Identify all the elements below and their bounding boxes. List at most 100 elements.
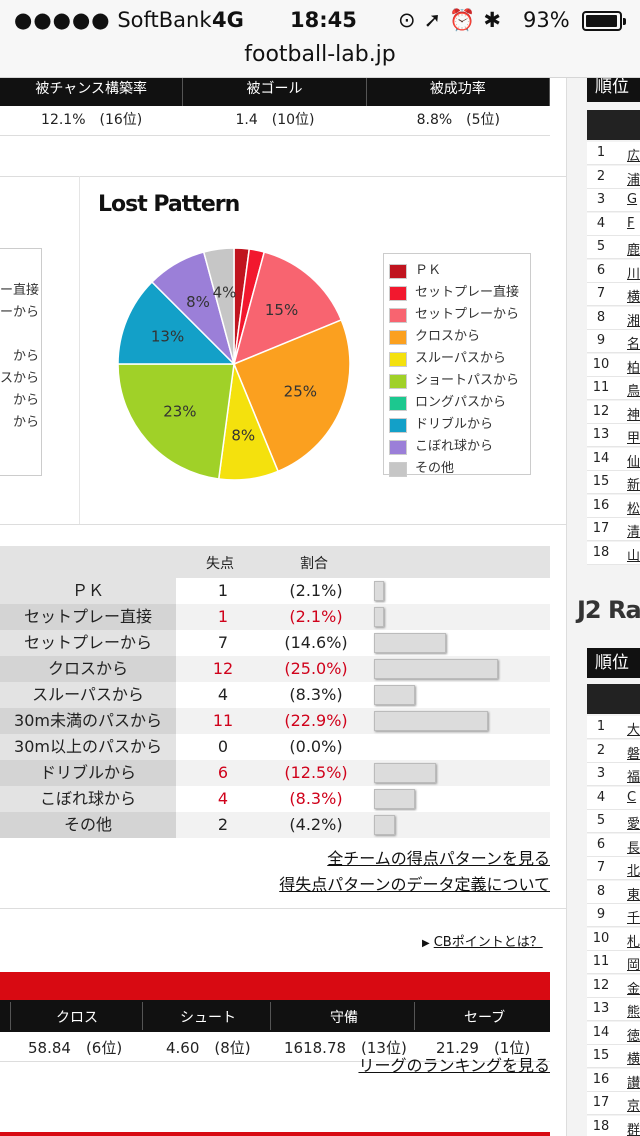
rank-team-link[interactable]: 新 [627,478,640,493]
row-bar-area [362,682,550,708]
rank-row[interactable]: 18 群 [587,1115,640,1136]
rank-team-link[interactable]: 大 [627,723,640,738]
section-divider [0,1132,550,1136]
rank-team-link[interactable]: 横 [627,1052,640,1067]
rank-number: 17 [592,521,610,536]
rank-team-link[interactable]: 千 [627,911,640,926]
league-ranking-link[interactable]: リーグのランキングを見る [358,1056,550,1075]
rank-team-link[interactable]: G [627,192,638,207]
rank-team-link[interactable]: 熊 [627,1005,640,1020]
rank-row[interactable]: 12 金 [587,974,640,998]
rank-team-link[interactable]: 群 [627,1122,640,1136]
rank-team-link[interactable]: 愛 [627,817,640,832]
rank-team-link[interactable]: 甲 [627,431,640,446]
rank-team-link[interactable]: F [627,215,635,231]
rank-team-link[interactable]: 讃 [627,1075,640,1091]
alarm-icon: ⏰ [449,8,484,32]
rank-team-link[interactable]: 札 [627,934,640,950]
rank-team-link[interactable]: 岡 [627,958,640,973]
rank-team-link[interactable]: 湘 [627,313,640,329]
rank-team-link[interactable]: 北 [627,864,640,879]
rank-team-link[interactable]: 清 [627,525,640,540]
rank-row[interactable]: 12 神 [587,400,640,424]
url-bar[interactable]: football-lab.jp [0,40,640,78]
rank-team-link[interactable]: 鹿 [627,243,640,258]
rank-team-link[interactable]: 川 [627,266,640,282]
row-label: こぼれ球から [0,786,176,812]
rank-row[interactable]: 17 京 [587,1092,640,1115]
rank-number: 3 [596,192,606,207]
rank-team-link[interactable]: 松 [627,501,640,517]
row-ratio: (0.0%) [289,737,343,756]
rank-row[interactable]: 18 山 [587,541,640,565]
rank-team-link[interactable]: 磐 [627,746,640,762]
rank-row[interactable]: 16 松 [587,494,640,518]
rank-row[interactable]: 11 岡 [587,951,640,974]
rank-team-link[interactable]: 広 [627,149,640,164]
row-count: 4 [217,685,229,704]
cb-point-link[interactable]: ▶ CBポイントとは？ [422,931,543,950]
rank-team-link[interactable]: 山 [627,548,640,564]
rank-team-link[interactable]: 神 [627,407,640,423]
row-bar-area [362,812,550,838]
rank-team-link[interactable]: 徳 [627,1028,640,1044]
rank-row[interactable]: 13 熊 [587,998,640,1021]
legend-item: こぼれ球から [389,438,493,460]
rank-row[interactable]: 15 新 [587,471,640,494]
pattern-definition-link[interactable]: 得失点パターンのデータ定義について [279,875,550,894]
rank-team-link[interactable]: 京 [627,1099,640,1114]
pie-slice-label: 8% [186,293,210,311]
rank-row[interactable]: 13 甲 [587,424,640,447]
rank-row[interactable]: 14 徳 [587,1021,640,1045]
legend-item-label: から [12,393,39,408]
rank-row[interactable]: 14 仙 [587,447,640,471]
rank-row[interactable]: 15 横 [587,1045,640,1068]
rank-row[interactable]: 10 札 [587,927,640,951]
legend-label: ロングパスから [415,395,507,410]
rank-team-link[interactable]: 浦 [627,172,640,188]
legend-label: こぼれ球から [415,439,494,454]
row-count: 1 [217,581,229,600]
table-row: その他 2 (4.2%) [0,812,550,838]
rank-team-link[interactable]: 福 [627,770,640,785]
row-bar-area [362,656,550,682]
row-bar-area [362,786,550,812]
rank-team-link[interactable]: 東 [627,887,640,903]
row-label: 30m以上のパスから [0,734,176,760]
cb-header-cell: セーブ [464,1010,506,1026]
summary-header-cell: 被チャンス構築率 [0,78,184,106]
rank-team-link[interactable]: 鳥 [627,384,640,399]
pie-slice-label: 8% [231,426,255,444]
legend-item: クロスから [389,328,480,350]
rank-team-link[interactable]: 横 [627,290,640,305]
rank-row[interactable]: 17 清 [587,518,640,541]
rank-row[interactable]: 11 鳥 [587,377,640,400]
rank-team-link[interactable]: 柏 [627,360,640,376]
rank-team-link[interactable]: C [627,789,637,805]
rank-team-link[interactable]: 仙 [627,454,640,470]
rank-team-link[interactable]: 金 [627,981,640,997]
rank-row[interactable]: 16 讃 [587,1068,640,1092]
rank-row[interactable]: 10 柏 [587,353,640,377]
rank-team-link[interactable]: 長 [627,840,640,856]
all-teams-pattern-link[interactable]: 全チームの得点パターンを見る [327,849,550,868]
rank-team-link[interactable]: 名 [627,337,640,352]
